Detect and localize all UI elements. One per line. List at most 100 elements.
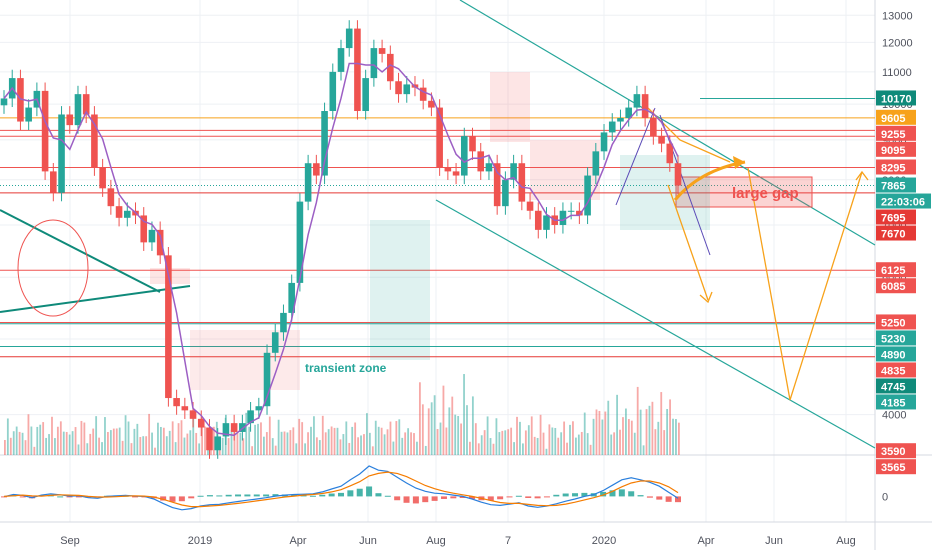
candle-body [354,28,361,112]
volume-bar [539,414,542,455]
volume-bar [192,411,195,455]
price-label: 9255 [881,129,905,141]
volume-bar [601,419,604,455]
volume-bar [21,432,24,455]
macd-histogram-bar [450,496,457,499]
candle-body [41,90,49,172]
candle-body [559,210,567,225]
volume-bar [542,432,545,455]
candle-body [526,201,534,211]
price-label: 8295 [881,162,905,174]
volume-bar [165,436,168,455]
candle-body [378,48,386,54]
y-tick-label: 11000 [882,67,912,79]
macd-histogram-bar [497,496,504,500]
macd-histogram-bar [225,494,232,497]
volume-bar [663,430,666,455]
cloud-area [620,155,710,230]
macd-histogram-bar [356,488,363,497]
channel-upper-line [459,0,876,246]
macd-histogram-bar [338,492,344,497]
volume-bar [386,429,389,455]
candle-body [321,111,328,176]
volume-bar [92,428,95,455]
candle-body [650,117,657,137]
candle-body [485,163,493,172]
candle-body [74,94,82,126]
volume-bar [330,426,333,455]
y-tick-label: 12000 [882,37,913,49]
volume-bar [307,432,309,455]
volume-bar [251,446,254,455]
candle-body [50,171,57,193]
volume-bar [98,437,100,455]
volume-bar [145,436,148,455]
volume-bar [271,438,274,455]
volume-bar [377,426,380,455]
macd-histogram-bar [469,496,476,499]
volume-bar [245,412,248,455]
volume-bar [30,426,33,455]
candle-body [428,100,435,108]
volume-bar [533,436,536,455]
volume-bar [18,431,21,455]
macd-histogram-bar [637,495,644,497]
candle-body [666,143,674,164]
x-tick-label: Jun [359,535,377,547]
candle-body [469,136,476,152]
macd-histogram-bar [618,489,625,497]
price-label: 5230 [881,333,905,345]
candle-body [510,163,517,180]
volume-bar [651,401,654,455]
volume-bar [401,437,404,455]
volume-bar [54,438,56,455]
volume-bar [633,432,636,455]
price-label: 4890 [881,349,905,361]
volume-bar [27,414,30,455]
volume-bar [489,438,492,455]
large-gap-annotation: large gap [732,185,799,202]
volume-bar [557,437,560,455]
volume-bar [4,440,6,455]
macd-histogram-bar [244,494,251,497]
candle-body [502,179,509,207]
labels-layer: 10170 9605 9255 9095 8295 7865 22:03:06 7695 767… [876,90,931,475]
volume-bar [666,408,669,455]
volume-bar [112,428,115,455]
volume-bar [595,409,598,455]
volume-bar [186,433,189,455]
volume-bar [236,431,239,455]
volume-bar [527,425,530,455]
volume-bar [333,427,336,455]
candle-body [189,410,197,419]
x-tick-label: Aug [426,535,446,547]
price-label-box [876,314,916,330]
macd-histogram-bar [197,495,204,497]
candle-body [617,117,624,122]
price-label-box [876,125,916,141]
volume-bar [277,419,280,455]
volume-bar [301,422,304,455]
volume-bar [524,430,527,455]
macd-histogram-bar [178,496,185,502]
pattern-ellipse [17,219,89,317]
volume-bar [545,448,548,455]
volume-bar [283,431,286,455]
candle-body [230,423,238,432]
volume-bar [77,444,80,455]
candle-body [222,423,230,437]
cloud-area [490,72,530,142]
volume-bar [463,374,465,455]
volume-bar [469,441,471,455]
macd-histogram-bar [272,494,279,497]
volume-bar [466,405,468,455]
moving-average-line [3,62,679,437]
volume-bar [239,432,242,455]
volume-bar [616,394,618,455]
volume-bar [348,442,351,455]
volume-bar [351,426,354,455]
price-label-box [876,159,916,175]
macd-line [3,465,679,511]
price-label: 7670 [881,229,905,241]
macd-histogram-bar [19,496,26,498]
